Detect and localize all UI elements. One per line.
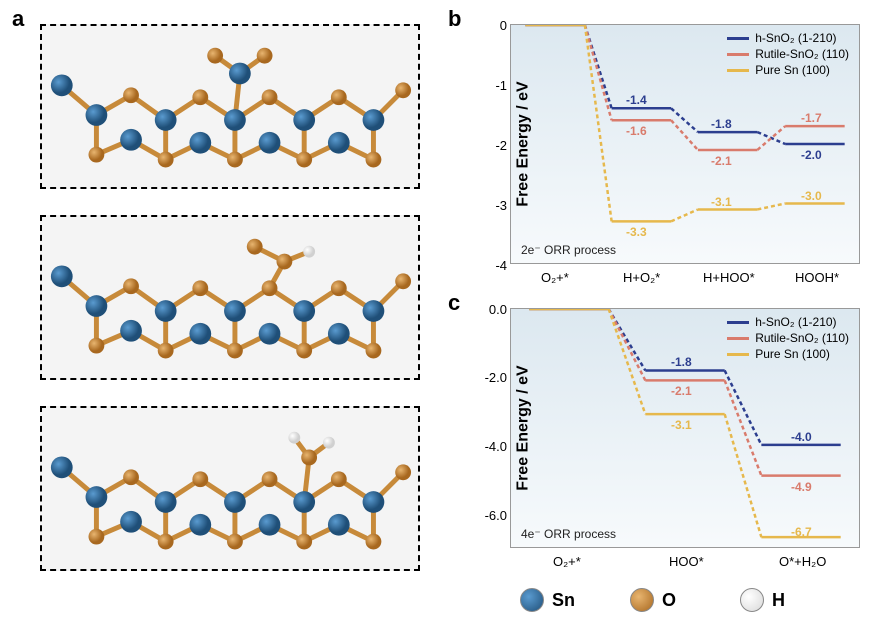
atom-swatch-o [630, 588, 654, 612]
value-label: -3.0 [801, 189, 822, 203]
atom-label-h: H [772, 590, 785, 611]
legend-swatch [727, 353, 749, 356]
value-label: -2.0 [801, 148, 822, 162]
ytick: -2 [479, 138, 507, 153]
xtick: HOO* [669, 554, 704, 569]
ytick: 0.0 [479, 302, 507, 317]
value-label: -2.1 [711, 154, 732, 168]
structure-diagram-1 [42, 26, 418, 189]
chart-b: Free Energy / eV 0 -1 -2 -3 -4 [510, 24, 860, 264]
legend-swatch [727, 37, 749, 40]
legend-atom-sn: Sn [520, 588, 575, 612]
ytick: -4.0 [479, 439, 507, 454]
legend-label: Rutile-SnO₂ (110) [755, 47, 849, 61]
legend-label: h-SnO₂ (1-210) [755, 315, 836, 329]
value-label: -3.3 [626, 225, 647, 239]
ytick: -6.0 [479, 508, 507, 523]
chart-c: Free Energy / eV 0.0 -2.0 -4.0 -6.0 [510, 308, 860, 548]
legend-swatch [727, 321, 749, 324]
legend-swatch [727, 337, 749, 340]
xtick: H+HOO* [703, 270, 755, 285]
chart-b-ylabel: Free Energy / eV [515, 81, 533, 206]
chart-b-legend: h-SnO₂ (1-210) Rutile-SnO₂ (110) Pure Sn… [727, 31, 849, 79]
panel-label-a: a [12, 6, 24, 32]
panel-label-b: b [448, 6, 461, 32]
legend-atom-h: H [740, 588, 785, 612]
xtick: O*+H₂O [779, 554, 826, 569]
value-label: -1.6 [626, 124, 647, 138]
panel-label-c: c [448, 290, 460, 316]
ytick: 0 [479, 18, 507, 33]
legend-atom-o: O [630, 588, 676, 612]
chart-c-legend: h-SnO₂ (1-210) Rutile-SnO₂ (110) Pure Sn… [727, 315, 849, 363]
xtick: O₂+* [541, 270, 569, 285]
legend-swatch [727, 69, 749, 72]
value-label: -1.4 [626, 93, 647, 107]
value-label: -1.7 [801, 111, 822, 125]
structure-diagram-2 [42, 217, 418, 380]
legend-label: Pure Sn (100) [755, 63, 830, 77]
value-label: -1.8 [671, 355, 692, 369]
legend-label: Rutile-SnO₂ (110) [755, 331, 849, 345]
structure-diagram-3 [42, 408, 418, 571]
value-label: -1.8 [711, 117, 732, 131]
legend-label: Pure Sn (100) [755, 347, 830, 361]
ytick: -3 [479, 198, 507, 213]
structure-box-3 [40, 406, 420, 571]
value-label: -4.9 [791, 480, 812, 494]
value-label: -3.1 [671, 418, 692, 432]
atom-swatch-h [740, 588, 764, 612]
structure-box-2 [40, 215, 420, 380]
value-label: -2.1 [671, 384, 692, 398]
xtick: HOOH* [795, 270, 839, 285]
legend-label: h-SnO₂ (1-210) [755, 31, 836, 45]
process-label-c: 4e⁻ ORR process [521, 527, 616, 541]
ytick: -4 [479, 258, 507, 273]
atom-label-sn: Sn [552, 590, 575, 611]
xtick: O₂+* [553, 554, 581, 569]
xtick: H+O₂* [623, 270, 660, 285]
legend-swatch [727, 53, 749, 56]
value-label: -4.0 [791, 430, 812, 444]
ytick: -1 [479, 78, 507, 93]
value-label: -3.1 [711, 195, 732, 209]
atom-label-o: O [662, 590, 676, 611]
value-label: -6.7 [791, 525, 812, 539]
chart-c-ylabel: Free Energy / eV [515, 365, 533, 490]
atom-swatch-sn [520, 588, 544, 612]
process-label-b: 2e⁻ ORR process [521, 243, 616, 257]
structure-box-1 [40, 24, 420, 189]
ytick: -2.0 [479, 370, 507, 385]
